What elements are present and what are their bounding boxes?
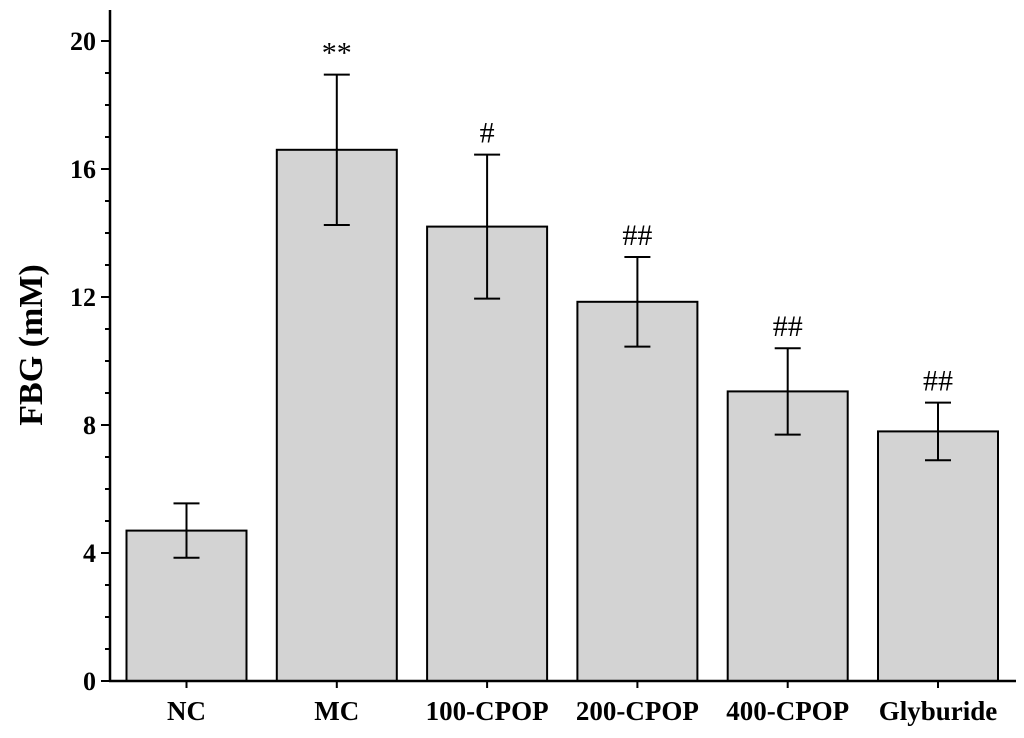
x-tick-label-glyburide: Glyburide (879, 696, 998, 726)
bar-200-cpop (576, 300, 699, 682)
x-tick-label-mc: MC (314, 696, 359, 726)
error-bar-mc (323, 73, 350, 226)
significance-label-400-cpop: ## (773, 310, 803, 343)
error-bar-glyburide (925, 401, 951, 462)
axes-group: NC MC 100-CPOP 200-CPOP 400-CPOP Glyburide 0 4 8… (70, 10, 1016, 726)
y-tick-label: 12 (70, 283, 96, 312)
x-tick-label-100-cpop: 100-CPOP (426, 696, 549, 726)
bar-mc (275, 148, 398, 683)
error-bar-100-cpop (474, 153, 501, 300)
error-bar-200-cpop (624, 256, 651, 348)
bar-100-cpop (426, 225, 549, 682)
x-tick-label-200-cpop: 200-CPOP (576, 696, 699, 726)
error-bar-nc (173, 502, 200, 559)
bars-group (125, 148, 999, 683)
annotations-group: **####### (322, 37, 953, 398)
significance-label-glyburide: ## (923, 365, 953, 398)
error-bars-group (173, 73, 951, 559)
x-tick-label-400-cpop: 400-CPOP (726, 696, 849, 726)
significance-label-mc: ** (322, 37, 352, 70)
significance-label-200-cpop: ## (622, 219, 652, 252)
y-tick-label: 20 (70, 27, 96, 56)
significance-label-100-cpop: # (480, 117, 495, 150)
y-axis-title: FBG (mM) (13, 264, 50, 425)
bar-glyburide (877, 430, 999, 682)
y-tick-label: 4 (83, 539, 96, 568)
y-tick-label: 8 (83, 411, 96, 440)
error-bar-400-cpop (774, 347, 801, 436)
y-tick-label: 0 (83, 667, 96, 696)
x-tick-label-nc: NC (167, 696, 206, 726)
y-tick-label: 16 (70, 155, 96, 184)
